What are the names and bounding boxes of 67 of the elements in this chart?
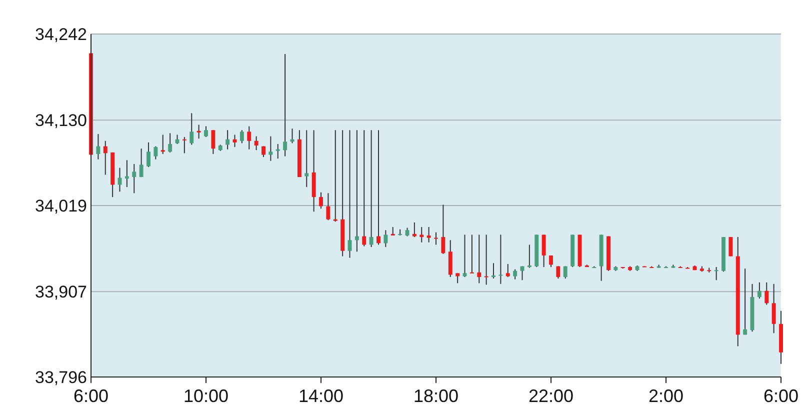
- candlestick: [240, 130, 244, 144]
- candlestick: [506, 263, 510, 278]
- candlestick: [139, 148, 144, 178]
- candlestick: [196, 124, 201, 140]
- candlestick: [168, 132, 172, 153]
- candlestick: [211, 130, 216, 154]
- candlestick: [160, 134, 165, 154]
- candlestick: [354, 130, 359, 252]
- candlestick: [384, 230, 388, 248]
- candlestick: [304, 130, 309, 188]
- candlestick: [276, 143, 280, 160]
- candlestick: [103, 140, 108, 176]
- candlestick: [319, 192, 323, 210]
- candlestick: [542, 234, 546, 268]
- candlestick: [154, 146, 158, 160]
- candlestick: [247, 126, 252, 150]
- candlestick: [182, 136, 186, 154]
- candlestick: [441, 204, 446, 254]
- candlestick: [268, 136, 273, 162]
- candlestick: [226, 130, 230, 150]
- candlestick: [434, 232, 438, 246]
- x-tick-label: 6:00: [73, 386, 109, 406]
- candlestick: [498, 234, 503, 284]
- candlestick: [254, 136, 258, 151]
- y-tick-label: 34,019: [35, 196, 87, 216]
- candlestick: [743, 268, 748, 336]
- candlestick: [513, 268, 518, 280]
- x-tick-label: 10:00: [183, 386, 229, 406]
- candlestick: [348, 130, 352, 258]
- candlestick: [146, 142, 150, 168]
- candlestick: [190, 112, 194, 146]
- candlestick: [757, 282, 762, 300]
- candlestick: [132, 163, 136, 194]
- x-tick-label: 22:00: [528, 386, 574, 406]
- candlestick: [462, 234, 467, 278]
- candlestick: [333, 130, 338, 222]
- y-tick-label: 34,242: [35, 25, 87, 44]
- candlestick: [456, 272, 460, 284]
- candlestick: [376, 130, 380, 246]
- candlestick: [477, 234, 482, 284]
- candlestick: [283, 53, 288, 157]
- candlestick: [772, 283, 776, 334]
- candlestick: [556, 266, 560, 280]
- y-tick-label: 33,796: [35, 368, 87, 387]
- y-tick-label: 34,130: [35, 111, 87, 130]
- candlestick: [492, 262, 496, 280]
- candlestick: [369, 130, 374, 248]
- candlestick: [362, 130, 366, 247]
- candlestick: [484, 234, 488, 286]
- candlestick: [412, 222, 416, 238]
- candlestick: [470, 234, 474, 274]
- candlestick: [96, 133, 100, 160]
- x-tick-label: 14:00: [298, 386, 344, 406]
- candlestick: [204, 126, 208, 138]
- candlestick: [527, 244, 532, 268]
- candlestick: [448, 240, 452, 278]
- candlestick: [326, 192, 330, 221]
- y-tick-label: 33,907: [35, 282, 87, 302]
- candlestick: [426, 226, 431, 243]
- candlestick: [714, 266, 718, 281]
- x-tick-label: 18:00: [413, 386, 459, 406]
- candlestick: [563, 266, 568, 280]
- candlestick: [420, 226, 424, 243]
- x-tick-label: 2:00: [648, 386, 684, 406]
- x-tick-label: 6:00: [763, 386, 799, 406]
- candlestick: [728, 236, 733, 257]
- candlestick: [764, 282, 769, 306]
